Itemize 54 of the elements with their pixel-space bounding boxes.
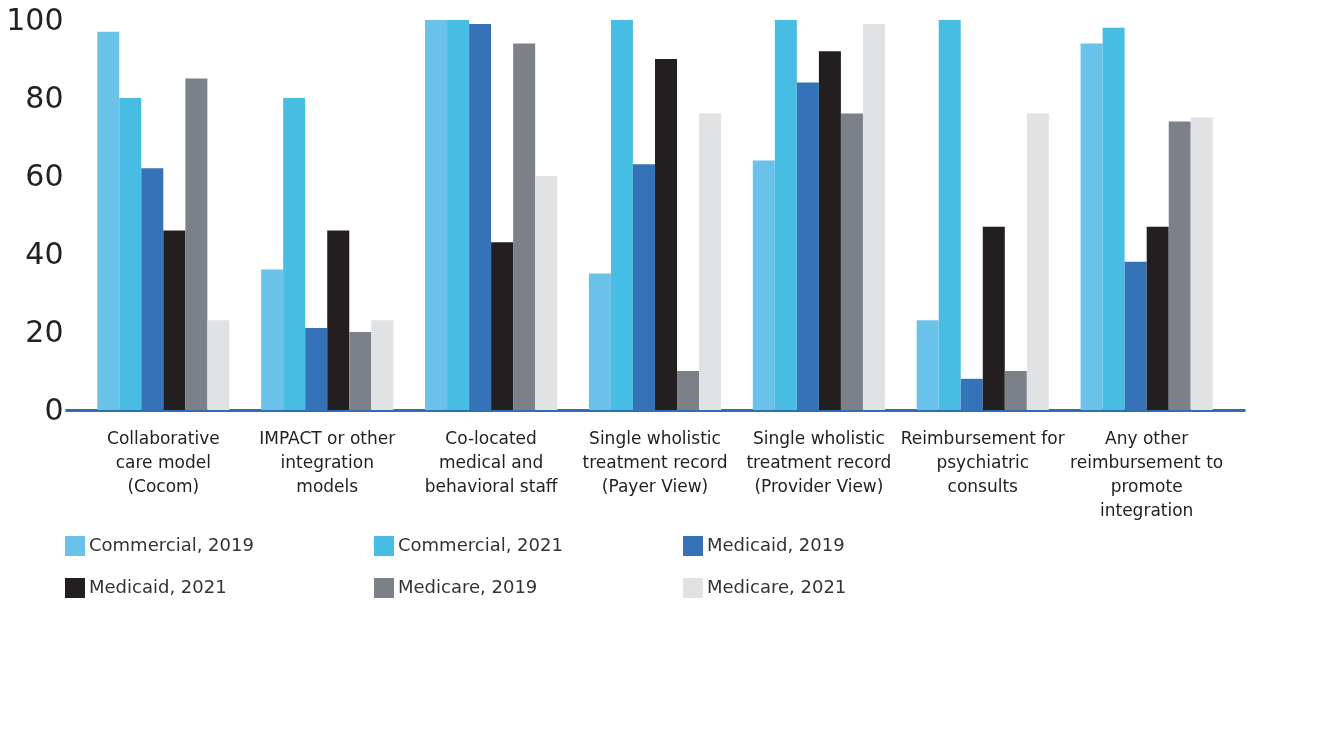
bar (207, 320, 230, 410)
bar (982, 226, 1005, 410)
x-tick-label: Single wholistic treatment record (Payer View) (582, 427, 728, 496)
bar (535, 176, 558, 410)
x-tick-label: Collaborative care model (Cocom) (107, 427, 220, 496)
bar (447, 20, 470, 410)
x-tick-label: Single wholistic treatment record (Provider View) (746, 427, 892, 496)
y-tick-label: 40 (25, 235, 64, 271)
legend-label: Commercial, 2021 (398, 534, 563, 555)
bar (588, 273, 611, 410)
bar (752, 160, 775, 410)
bar (1190, 117, 1213, 410)
bar (677, 371, 700, 410)
y-tick-label: 80 (25, 79, 64, 115)
bar (513, 43, 536, 410)
bar (862, 23, 885, 410)
y-tick-label: 20 (25, 313, 64, 349)
bar (491, 242, 514, 410)
bar (840, 113, 863, 410)
y-tick-label: 0 (44, 391, 64, 427)
bar (916, 320, 939, 410)
bar (185, 78, 208, 410)
bar (1004, 371, 1027, 410)
legend-label: Medicaid, 2019 (707, 534, 845, 555)
bar (610, 20, 633, 410)
legend-label: Medicaid, 2021 (89, 576, 227, 597)
legend-label: Medicare, 2019 (398, 576, 538, 597)
y-tick-label: 100 (6, 1, 64, 37)
legend-label: Medicare, 2021 (707, 576, 847, 597)
bar (818, 51, 841, 410)
bar (425, 20, 448, 410)
legend-label: Commercial, 2019 (89, 534, 254, 555)
x-tick-label: IMPACT or other integration models (259, 427, 396, 496)
bar (938, 20, 961, 410)
bar (349, 332, 372, 410)
bar (283, 98, 306, 410)
bar (699, 113, 722, 410)
x-tick-label: Any other reimbursement to promote integration (1070, 427, 1224, 520)
bar (1102, 27, 1125, 410)
bar (774, 20, 797, 410)
bar (1026, 113, 1049, 410)
bar (261, 269, 284, 410)
bar (655, 59, 678, 410)
x-tick-label: Co-located medical and behavioral staff (424, 427, 559, 496)
bar (371, 320, 394, 410)
bar (1146, 226, 1169, 410)
bar (119, 98, 142, 410)
bar (327, 230, 350, 410)
y-tick-label: 60 (25, 157, 64, 193)
x-tick-label: Reimbursement for psychiatric consults (900, 427, 1065, 496)
bar (1168, 121, 1191, 410)
bar (1080, 43, 1103, 410)
bar (163, 230, 186, 410)
bar (97, 31, 120, 410)
